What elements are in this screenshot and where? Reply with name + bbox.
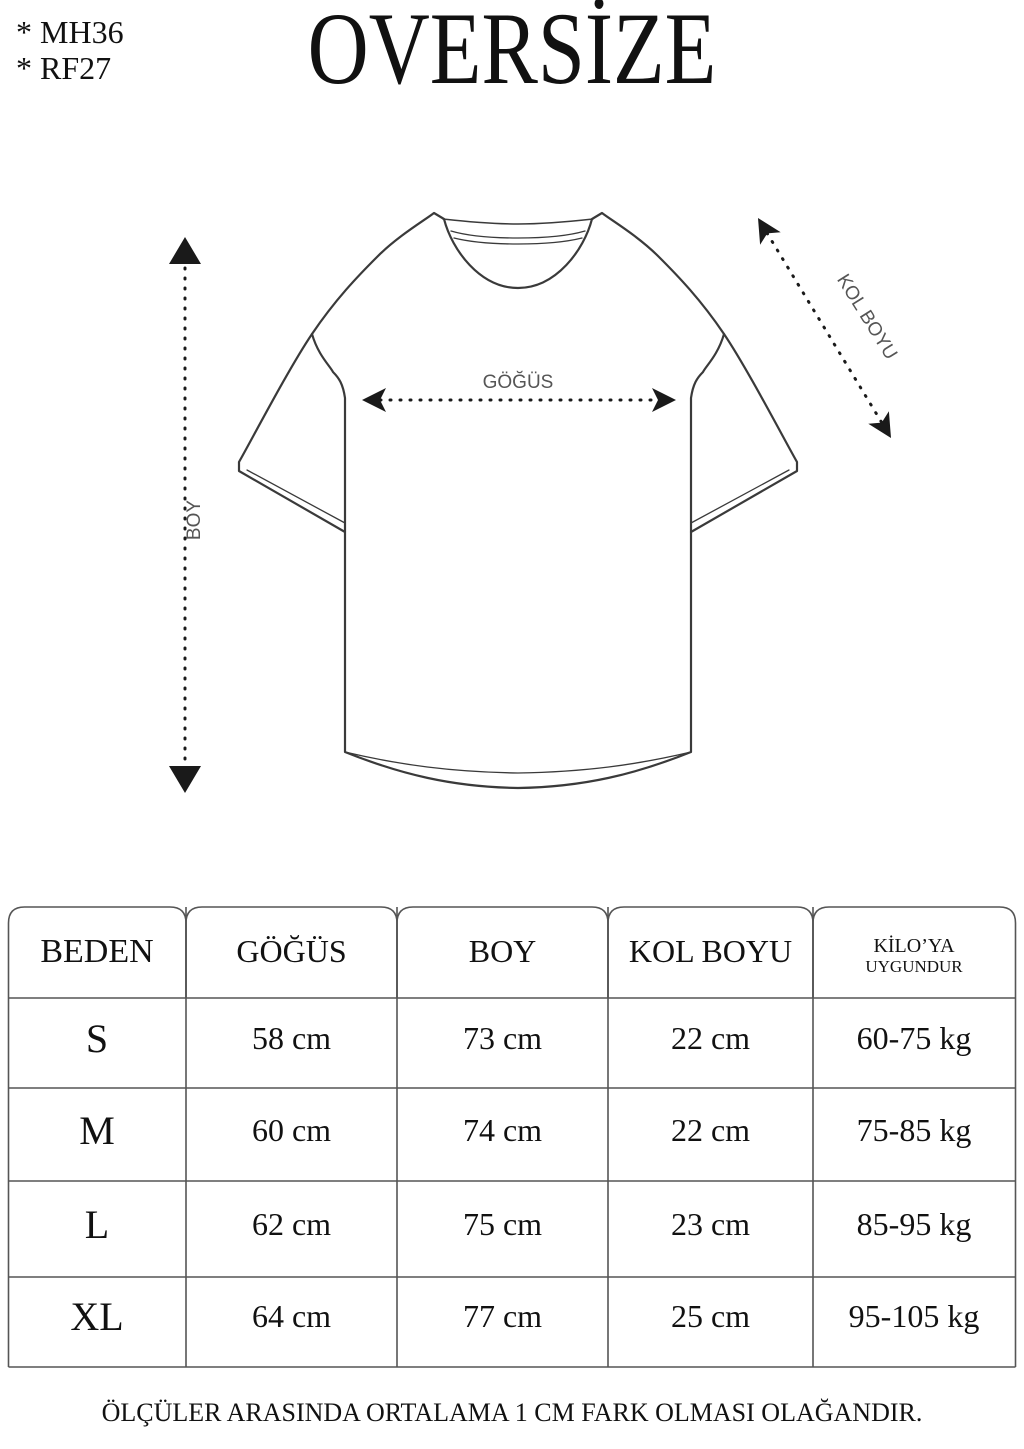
svg-text:23 cm: 23 cm (671, 1206, 750, 1242)
svg-text:UYGUNDUR: UYGUNDUR (865, 957, 963, 976)
svg-text:M: M (79, 1108, 115, 1153)
svg-text:25 cm: 25 cm (671, 1298, 750, 1334)
svg-text:BEDEN: BEDEN (40, 933, 153, 970)
svg-text:L: L (85, 1202, 109, 1247)
svg-text:75 cm: 75 cm (463, 1206, 542, 1242)
svg-text:BOY: BOY (469, 933, 537, 969)
svg-text:22 cm: 22 cm (671, 1112, 750, 1148)
svg-text:60-75 kg: 60-75 kg (857, 1020, 972, 1056)
svg-text:62 cm: 62 cm (252, 1206, 331, 1242)
svg-text:77 cm: 77 cm (463, 1298, 542, 1334)
svg-text:GÖĞÜS: GÖĞÜS (236, 933, 346, 969)
svg-text:73 cm: 73 cm (463, 1020, 542, 1056)
svg-text:64 cm: 64 cm (252, 1298, 331, 1334)
svg-text:95-105 kg: 95-105 kg (849, 1298, 980, 1334)
svg-text:85-95 kg: 85-95 kg (857, 1206, 972, 1242)
svg-text:22 cm: 22 cm (671, 1020, 750, 1056)
svg-text:58 cm: 58 cm (252, 1020, 331, 1056)
svg-text:S: S (86, 1016, 108, 1061)
svg-text:KİLO’YA: KİLO’YA (873, 934, 955, 957)
svg-text:KOL BOYU: KOL BOYU (629, 933, 792, 969)
svg-text:74 cm: 74 cm (463, 1112, 542, 1148)
svg-text:75-85 kg: 75-85 kg (857, 1112, 972, 1148)
svg-text:XL: XL (70, 1294, 123, 1339)
svg-text:60 cm: 60 cm (252, 1112, 331, 1148)
